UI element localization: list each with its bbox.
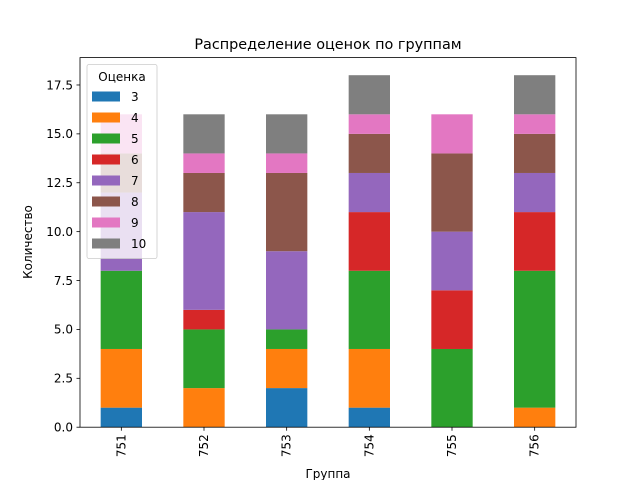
legend-label-9: 9 bbox=[131, 216, 139, 230]
bar-754-grade-7 bbox=[348, 172, 390, 213]
legend-items: 3 4 5 6 7 8 9 10 bbox=[92, 90, 146, 251]
y-axis-label: Количество bbox=[21, 205, 35, 279]
bar-755-grade-8 bbox=[431, 153, 473, 232]
bar-753-grade-3 bbox=[266, 388, 308, 428]
y-tick-label: 2.5 bbox=[54, 372, 73, 386]
bar-753-grade-7 bbox=[266, 251, 308, 330]
bar-751-grade-3 bbox=[100, 407, 142, 428]
x-tick-label: 753 bbox=[280, 434, 294, 457]
bar-755-grade-5 bbox=[431, 348, 473, 428]
legend-swatch-7 bbox=[92, 175, 120, 186]
legend-swatch-9 bbox=[92, 217, 120, 228]
bar-751-grade-4 bbox=[100, 348, 142, 408]
legend-title: Оценка bbox=[98, 70, 145, 84]
bar-752-grade-10 bbox=[183, 114, 225, 154]
legend-swatch-3 bbox=[92, 91, 120, 102]
bar-756-grade-10 bbox=[514, 75, 556, 115]
legend-swatch-4 bbox=[92, 112, 120, 123]
y-tick-label: 12.5 bbox=[46, 176, 73, 190]
bar-754-grade-4 bbox=[348, 348, 390, 408]
chart-title: Распределение оценок по группам bbox=[194, 37, 461, 53]
x-tick-label: 751 bbox=[114, 434, 128, 457]
bar-755-grade-7 bbox=[431, 231, 473, 291]
bar-752-grade-9 bbox=[183, 153, 225, 173]
bar-753-grade-5 bbox=[266, 329, 308, 349]
y-tick-label: 17.5 bbox=[46, 78, 73, 92]
x-tick-label: 755 bbox=[445, 434, 459, 457]
y-tick-label: 5.0 bbox=[54, 323, 73, 337]
legend-label-10: 10 bbox=[131, 237, 146, 251]
legend-label-5: 5 bbox=[131, 132, 139, 146]
x-tick-label: 754 bbox=[362, 434, 376, 457]
bar-753-grade-8 bbox=[266, 172, 308, 252]
bar-751-grade-5 bbox=[100, 270, 142, 349]
y-tick-label: 7.5 bbox=[54, 274, 73, 288]
axes bbox=[79, 57, 577, 428]
bar-754-grade-5 bbox=[348, 270, 390, 349]
bars-layer bbox=[100, 75, 556, 428]
bar-755-grade-6 bbox=[431, 290, 473, 349]
bar-753-grade-10 bbox=[266, 114, 308, 154]
bar-756-grade-4 bbox=[514, 407, 556, 428]
bar-756-grade-7 bbox=[514, 172, 556, 213]
bar-754-grade-8 bbox=[348, 133, 390, 173]
plot-frame bbox=[79, 57, 577, 428]
legend-swatch-8 bbox=[92, 196, 120, 207]
bar-752-grade-8 bbox=[183, 172, 225, 213]
bar-756-grade-8 bbox=[514, 133, 556, 173]
x-tick-label: 752 bbox=[197, 434, 211, 457]
y-tick-label: 0.0 bbox=[54, 421, 73, 435]
bar-756-grade-6 bbox=[514, 212, 556, 271]
legend-label-3: 3 bbox=[131, 90, 139, 104]
bar-752-grade-5 bbox=[183, 329, 225, 389]
bar-755-grade-9 bbox=[431, 114, 473, 154]
x-tick-label: 756 bbox=[528, 434, 542, 457]
bar-754-grade-9 bbox=[348, 114, 390, 134]
x-axis-label: Группа bbox=[305, 467, 350, 480]
legend-swatch-10 bbox=[92, 238, 120, 249]
y-axis-ticks: 0.0 2.5 5.0 7.5 10.0 12.5 15.0 17.5 bbox=[46, 78, 80, 435]
y-tick-label: 10.0 bbox=[46, 225, 73, 239]
bar-753-grade-4 bbox=[266, 348, 308, 389]
bar-754-grade-6 bbox=[348, 212, 390, 271]
legend-label-8: 8 bbox=[131, 195, 139, 209]
bar-754-grade-10 bbox=[348, 75, 390, 115]
bar-753-grade-9 bbox=[266, 153, 308, 173]
legend: Оценка 3 4 5 6 7 8 9 10 bbox=[86, 64, 158, 259]
legend-label-4: 4 bbox=[131, 111, 139, 125]
legend-label-6: 6 bbox=[131, 153, 139, 167]
y-tick-label: 15.0 bbox=[46, 127, 73, 141]
bar-752-grade-4 bbox=[183, 388, 225, 428]
legend-label-7: 7 bbox=[131, 174, 139, 188]
bar-754-grade-3 bbox=[348, 407, 390, 428]
legend-swatch-5 bbox=[92, 133, 120, 144]
bar-756-grade-9 bbox=[514, 114, 556, 134]
x-axis-ticks: 751 752 753 754 755 756 bbox=[114, 427, 542, 457]
bar-752-grade-7 bbox=[183, 212, 225, 310]
bar-752-grade-6 bbox=[183, 309, 225, 330]
legend-swatch-6 bbox=[92, 154, 120, 165]
bar-756-grade-5 bbox=[514, 270, 556, 408]
